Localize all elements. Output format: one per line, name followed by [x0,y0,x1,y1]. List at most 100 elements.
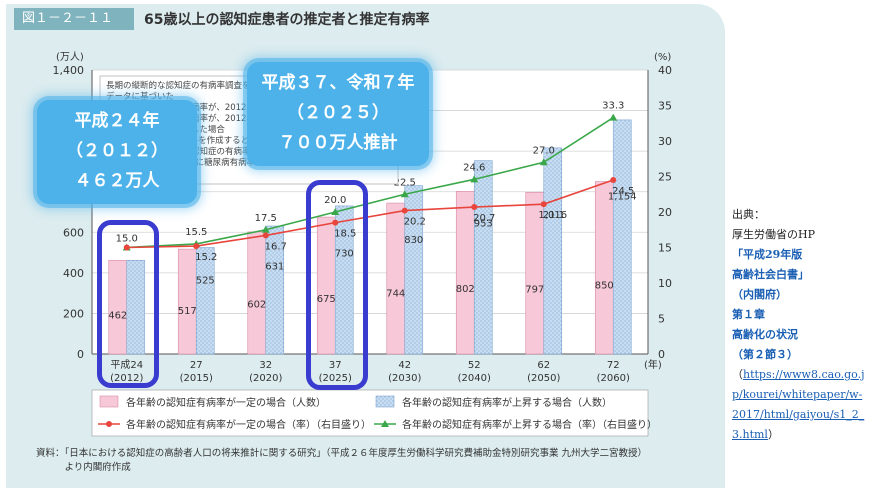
bar-rising [404,185,424,355]
source-line2: より内閣府作成 [36,462,131,473]
bar-constant [177,248,197,355]
legend-marker-rising [381,420,389,427]
bar-rising [612,119,632,355]
legend-swatch-constant-bar [99,395,119,408]
right-tick-label: 30 [658,135,672,148]
point-red [540,201,547,208]
callout-2025-line1: 平成３７、令和７年 [261,73,415,93]
legend-swatch-rising-bar [375,395,395,408]
x-axis-unit: (年) [644,358,662,371]
line-green [126,116,614,249]
bar-rising [126,259,146,355]
bar-rising-label: 1,016 [538,210,567,221]
right-tick-label: 0 [658,348,665,361]
url-close: ） [767,428,779,441]
rate-constant-label: 15.0 [116,234,138,245]
annotation-line: 長期の縦断的な認知症の有病率調査を行っている福岡県久山町研究 [106,80,361,91]
figure-title: 65歳以上の認知症患者の推定者と推定有病率 [144,12,430,28]
bar-constant [386,202,406,355]
figure: 図１－２－１１ 65歳以上の認知症患者の推定者と推定有病率 0 200 400 600… [6,4,725,488]
x-tick-era: 27 [190,360,203,371]
rate-constant-label: 20.7 [473,213,495,224]
bar-rising-label: 1,154 [608,191,637,202]
rate-rising-label: 27.0 [533,145,555,156]
right-tick-label: 20 [658,206,672,219]
left-axis: 02004006008001,0001,2001,400(万人) [53,51,85,361]
lines: 15.5 17.5 20.0 22.5 24.6 27.0 33.3 15.0 15.2 16.7… [116,101,635,264]
point-green [400,190,409,198]
x-tick-year: (2060) [597,373,630,384]
callout-2025-line3: ７００万人推計 [278,133,398,153]
point-green [609,113,618,121]
point-green [539,158,548,166]
callout-2012-line1: 平成２４年 [74,111,160,131]
bar-rising-label: 730 [335,248,354,259]
rate-rising-label: 15.5 [185,227,207,238]
legend-label: 各年齢の認知症有病率が一定の場合（人数） [126,396,326,409]
x-axis: 平成24 (2012) 27 (2015) 32 (2020) 37 (2025) 42 (203… [110,358,662,384]
bar-rising-label: 953 [474,218,493,229]
bar-constant [247,231,267,355]
annotation-line: （糖尿病）の有病率が認知症の有病率に影響することがわかった。 [106,146,361,157]
callout-2012: 平成２４年 （２０１２） ４６２万人 [37,100,197,204]
citation-url-link[interactable]: https://www8.cao.go.jp/kourei/whitepaper… [732,368,865,441]
citation-ministry: 厚生労働省のHP [732,228,815,241]
x-tick-year: (2025) [319,373,352,384]
right-tick-label: 25 [658,171,672,184]
bar-constant-label: 797 [525,285,544,296]
right-tick-label: 5 [658,313,665,326]
point-red [401,207,408,214]
right-tick-label: 10 [658,277,672,290]
legend-label: 各年齢の認知症有病率が上昇する場合（率）（右目盛り） [402,418,657,431]
citation-publisher[interactable]: （内閣府） [732,288,787,301]
annotation-line: ・各年齢層の認知症有病率が、2012年以降一定と仮定した場合 [106,102,349,113]
bar-rising-label: 830 [404,235,423,246]
bar-constant-label: 675 [317,294,336,305]
line-red [126,179,614,249]
url-open: （ [732,368,743,381]
legend-box [91,389,649,437]
bar-constant [455,191,475,355]
point-red [123,244,130,251]
x-tick-era: 42 [398,360,411,371]
rate-rising-label: 20.0 [324,195,346,206]
side-citation: 出典： 厚生労働省のHP 「平成29年版 高齢社会白書」 （内閣府） 第１章 高… [732,205,869,445]
point-red [332,219,339,226]
citation-book-title[interactable]: 高齢社会白書」 [732,268,809,281]
rate-rising-label: 33.3 [602,101,624,112]
citation-section-number[interactable]: （第２節３） [732,348,798,361]
citation-section-title[interactable]: 高齢化の状況 [732,328,798,341]
point-green [331,208,340,215]
citation-book-link[interactable]: 「平成29年版 [732,248,803,261]
rate-constant-label: 21.1 [543,210,565,221]
bar-rising [195,247,215,355]
bar-rising-label: 631 [265,262,284,273]
legend-label: 各年齢の認知症有病率が一定の場合（率）（右目盛り） [126,418,371,431]
bar-rising [543,147,563,355]
citation-chapter[interactable]: 第１章 [732,308,765,321]
rate-constant-label: 15.2 [195,252,217,263]
bar-constant-label: 517 [178,306,197,317]
left-tick-label: 1,400 [53,64,85,77]
point-red [193,243,200,250]
bar-constant-label: 744 [386,289,405,300]
highlight-2025 [306,180,368,390]
x-tick-era: 平成24 [110,359,143,371]
figure-number: 図１－２－１１ [14,8,134,30]
left-axis-unit: (万人) [56,51,84,63]
rate-constant-label: 20.2 [404,217,426,228]
source-note: 資料：「日本における認知症の高齢者人口の将来推計に関する研究」（平成２６年度厚生… [36,447,716,475]
legend-marker-constant [106,421,112,427]
x-tick-era: 72 [607,360,620,371]
bar-rising [473,160,493,355]
bar-constant [594,181,614,355]
rate-rising-label: 22.5 [394,177,416,188]
x-tick-year: (2015) [180,373,213,384]
x-tick-year: (2020) [249,373,282,384]
right-tick-label: 35 [658,100,672,113]
callout-2025-line2: （２０２５） [287,103,389,123]
point-red [610,177,617,184]
rate-rising-label: 24.6 [463,162,485,173]
left-tick-label: 600 [63,226,84,239]
callout-2025: 平成３７、令和７年 （２０２５） ７００万人推計 [247,62,429,166]
